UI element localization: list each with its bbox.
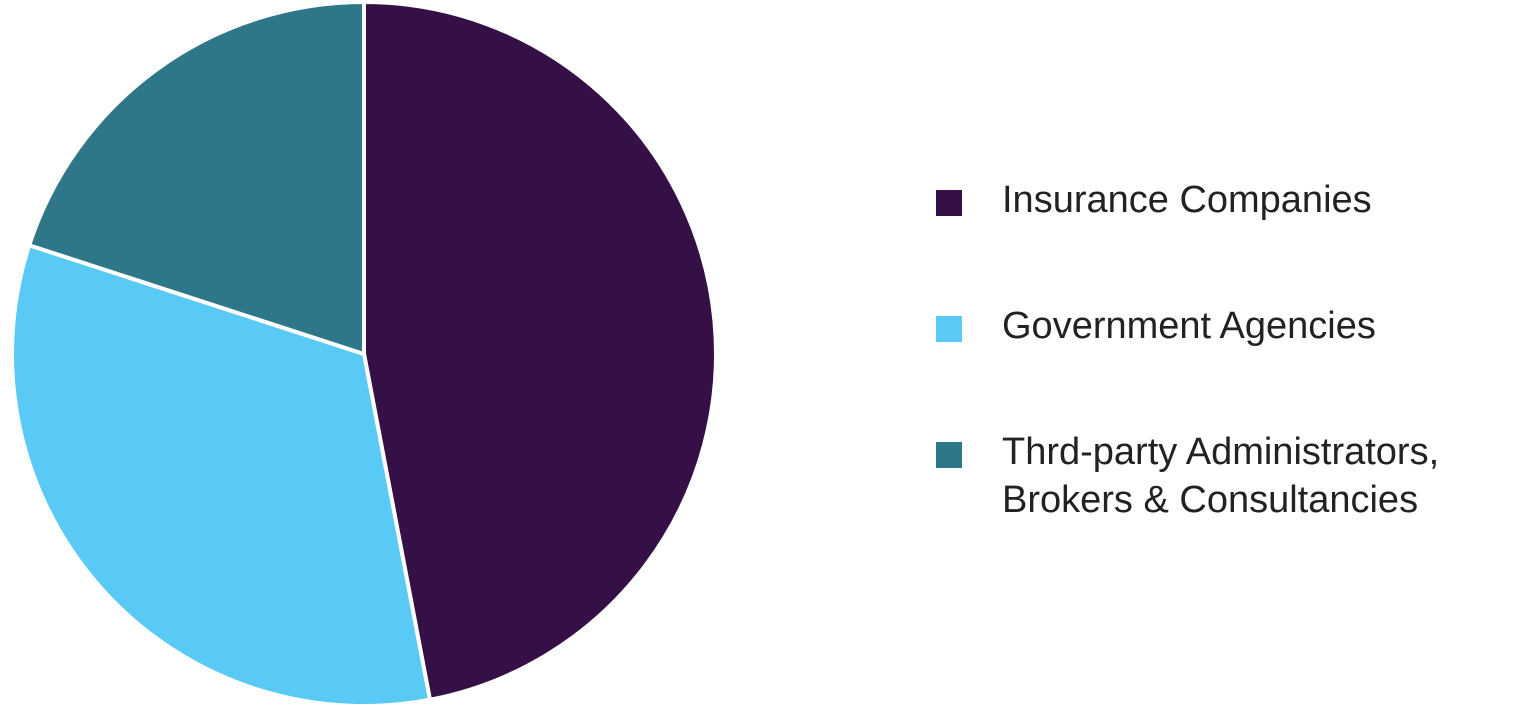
legend-label-third-party-administrators: Thrd-party Administrators, Brokers & Con… — [1002, 431, 1440, 521]
legend-item-insurance-companies: Insurance Companies — [936, 176, 1496, 224]
pie-slice-insurance-companies — [362, 0, 718, 703]
legend-swatch-third-party-administrators — [936, 442, 962, 468]
legend-label-insurance-companies: Insurance Companies — [1002, 179, 1372, 221]
pie-chart — [10, 0, 718, 708]
pie-slice-government-agencies — [10, 242, 433, 708]
legend-swatch-government-agencies — [936, 316, 962, 342]
legend-item-third-party-administrators: Thrd-party Administrators, Brokers & Con… — [936, 428, 1496, 524]
legend-label-government-agencies: Government Agencies — [1002, 305, 1376, 347]
legend-item-government-agencies: Government Agencies — [936, 302, 1496, 350]
pie-slice-thrd-party-administrators-brokers-consultancies — [26, 0, 366, 357]
legend-swatch-insurance-companies — [936, 190, 962, 216]
legend: Insurance Companies Government Agencies … — [936, 176, 1496, 524]
